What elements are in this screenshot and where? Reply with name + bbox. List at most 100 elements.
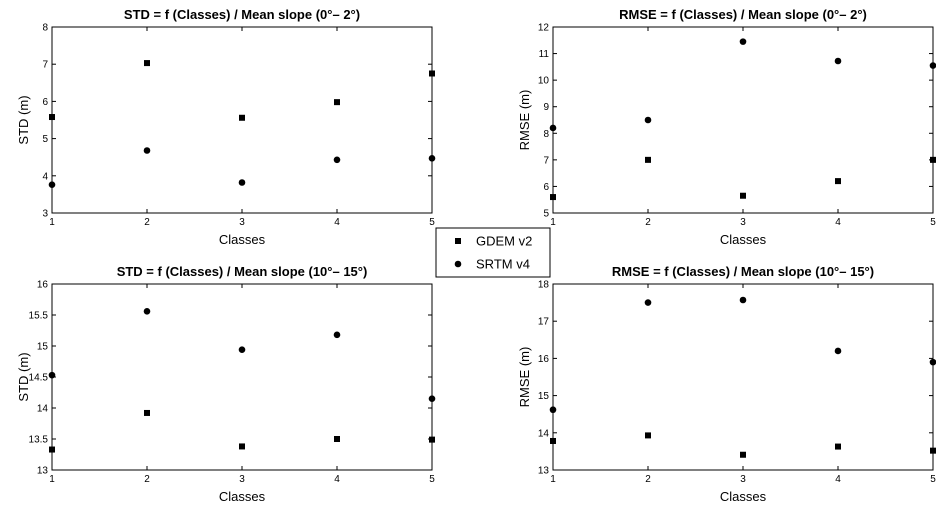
series-gdem-v2 xyxy=(550,156,936,201)
y-tick-label: 4 xyxy=(42,171,48,182)
y-tick-label: 11 xyxy=(539,49,550,60)
y-tick-label: 7 xyxy=(42,60,48,71)
series-gdem-v2 xyxy=(49,60,435,121)
data-point xyxy=(48,181,56,189)
data-point xyxy=(48,371,56,379)
subplot-2: RMSE = f (Classes) / Mean slope (0°– 2°)… xyxy=(517,7,936,247)
data-point xyxy=(645,156,651,163)
y-tick-label: 13 xyxy=(538,466,550,477)
y-tick-label: 6 xyxy=(543,182,549,193)
x-axis-label: Classes xyxy=(720,232,767,247)
y-tick-label: 15 xyxy=(37,342,49,353)
x-tick-label: 3 xyxy=(740,217,746,228)
y-tick-label: 18 xyxy=(538,280,550,291)
data-point xyxy=(644,116,652,124)
data-point xyxy=(740,451,746,458)
y-tick-label: 10 xyxy=(538,76,550,87)
chart-title: RMSE = f (Classes) / Mean slope (0°– 2°) xyxy=(619,7,867,22)
data-point xyxy=(428,155,436,162)
data-point xyxy=(429,436,435,443)
y-tick-label: 17 xyxy=(538,317,550,328)
y-axis-label: STD (m) xyxy=(16,352,31,401)
x-axis-label: Classes xyxy=(720,489,767,504)
data-point xyxy=(549,406,557,414)
x-tick-label: 3 xyxy=(239,474,245,485)
x-tick-label: 4 xyxy=(334,474,340,485)
y-tick-label: 14.5 xyxy=(29,373,49,384)
x-tick-label: 4 xyxy=(835,217,841,228)
plot-frame xyxy=(552,26,934,214)
plot-frame xyxy=(51,283,433,471)
y-tick-label: 8 xyxy=(42,23,48,34)
x-tick-label: 5 xyxy=(930,217,936,228)
y-tick-label: 7 xyxy=(543,155,549,166)
series-srtm-v4 xyxy=(48,307,436,403)
data-point xyxy=(930,156,936,163)
data-point xyxy=(238,346,246,354)
series-srtm-v4 xyxy=(549,296,936,414)
x-axis-label: Classes xyxy=(219,232,266,247)
x-tick-label: 1 xyxy=(550,217,556,228)
x-tick-label: 3 xyxy=(239,217,245,228)
legend-label: SRTM v4 xyxy=(476,257,530,272)
series-gdem-v2 xyxy=(49,409,435,453)
data-point xyxy=(834,347,842,355)
x-tick-label: 5 xyxy=(429,217,435,228)
data-point xyxy=(49,446,55,453)
data-point xyxy=(550,194,556,201)
x-tick-label: 1 xyxy=(49,474,55,485)
data-point xyxy=(49,114,55,121)
data-point xyxy=(144,409,150,416)
data-point xyxy=(239,443,245,450)
legend-box xyxy=(435,227,551,278)
y-tick-label: 9 xyxy=(543,102,549,113)
data-point xyxy=(834,57,842,65)
data-point xyxy=(333,331,341,339)
x-tick-label: 5 xyxy=(930,474,936,485)
data-point xyxy=(144,60,150,67)
x-tick-label: 2 xyxy=(144,474,150,485)
y-tick-label: 15.5 xyxy=(29,311,49,322)
chart-title: STD = f (Classes) / Mean slope (10°– 15°… xyxy=(117,264,368,279)
x-tick-label: 3 xyxy=(740,474,746,485)
data-point xyxy=(929,358,936,366)
data-point xyxy=(334,99,340,106)
y-tick-label: 8 xyxy=(543,129,549,140)
y-tick-label: 5 xyxy=(543,209,549,220)
data-point xyxy=(238,179,246,186)
subplot-3: STD = f (Classes) / Mean slope (10°– 15°… xyxy=(16,264,436,504)
y-tick-label: 13 xyxy=(37,466,49,477)
y-axis-label: RMSE (m) xyxy=(517,90,532,151)
y-tick-label: 14 xyxy=(37,404,49,415)
data-point xyxy=(740,192,746,199)
data-point xyxy=(929,62,936,69)
data-point xyxy=(550,437,556,444)
y-tick-label: 6 xyxy=(42,97,48,108)
data-point xyxy=(549,124,557,132)
data-point xyxy=(143,147,151,154)
y-tick-label: 16 xyxy=(538,354,550,365)
legend-marker-square xyxy=(455,238,461,244)
series-srtm-v4 xyxy=(549,38,936,132)
data-point xyxy=(333,156,341,164)
data-point xyxy=(334,436,340,442)
x-tick-label: 1 xyxy=(49,217,55,228)
data-point xyxy=(835,178,841,185)
subplot-1: STD = f (Classes) / Mean slope (0°– 2°) 1… xyxy=(16,7,436,247)
chart-title: STD = f (Classes) / Mean slope (0°– 2°) xyxy=(124,7,360,22)
plot-frame xyxy=(552,283,934,471)
x-tick-label: 1 xyxy=(550,474,556,485)
data-point xyxy=(143,307,151,315)
data-point xyxy=(428,395,436,403)
y-axis-label: RMSE (m) xyxy=(517,347,532,408)
x-axis-label: Classes xyxy=(219,489,266,504)
data-point xyxy=(739,296,747,304)
x-tick-label: 4 xyxy=(835,474,841,485)
x-tick-label: 4 xyxy=(334,217,340,228)
legend-label: GDEM v2 xyxy=(476,234,532,249)
y-tick-label: 14 xyxy=(538,428,550,439)
data-point xyxy=(429,70,435,77)
chart-title: RMSE = f (Classes) / Mean slope (10°– 15… xyxy=(612,264,874,279)
y-tick-label: 16 xyxy=(37,280,49,291)
x-tick-label: 2 xyxy=(144,217,150,228)
